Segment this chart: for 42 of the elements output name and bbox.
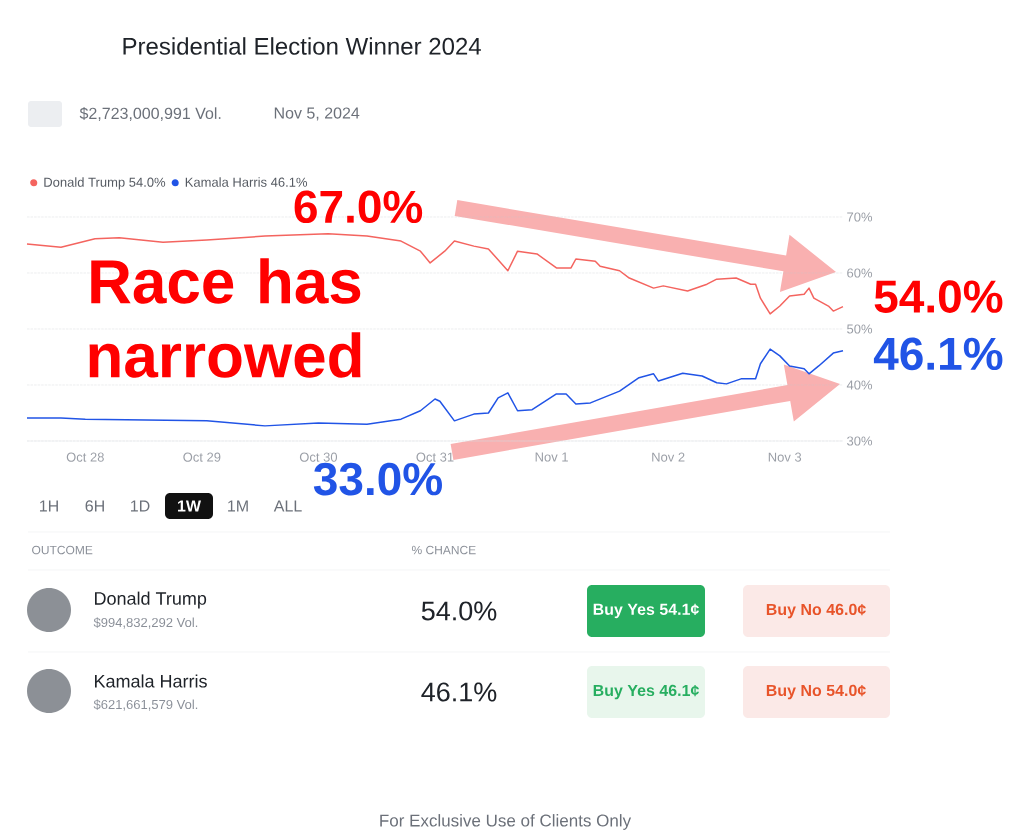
annotation: 54.0% [874,280,1003,313]
x-tick-label: Nov 2 [652,452,685,462]
y-tick-label: 60% [847,268,873,278]
y-tick-label: 30% [847,436,873,446]
text: 46.1% [421,682,497,702]
x-tick-label: Oct 30 [299,452,338,462]
text: 1M [228,500,248,512]
text: Buy No 46.0¢ [766,603,866,619]
legend-label: Kamala Harris 46.1% [185,177,308,187]
y-tick-label: 70% [847,212,873,222]
x-tick-label: Oct 31 [416,452,454,462]
text: Kamala Harris [95,674,207,688]
text: 54.0% [421,601,497,621]
text: 1H [39,500,58,512]
annotation: 46.1% [873,337,1003,371]
x-tick-label: Oct 29 [183,452,221,462]
legend-label: Donald Trump 54.0% [44,177,166,190]
text: 1W [178,500,201,512]
text: Buy No 54.0¢ [766,684,866,700]
text: Buy Yes 46.1¢ [593,684,699,700]
text: Nov 5, 2024 [274,107,360,121]
line-series [26,233,844,315]
text: For Exclusive Use of Clients Only [380,814,632,830]
x-tick-label: Oct 28 [66,452,104,462]
text: Donald Trump [95,591,207,609]
text: Buy Yes 54.1¢ [593,603,699,619]
text: OUTCOME [32,545,93,555]
text: $2,723,000,991 Vol. [79,107,221,121]
text: % CHANCE [411,545,476,555]
x-tick-label: Nov 1 [535,452,568,462]
x-tick-label: Nov 3 [768,452,802,462]
y-tick-label: 50% [847,324,873,334]
text: ALL [273,500,302,512]
y-tick-label: 40% [846,380,873,390]
chart-title: Presidential Election Winner 2024 [123,37,481,55]
annotation: 33.0% [313,462,442,496]
text: 6H [85,500,104,512]
annotation: Race has narrowed [89,258,361,378]
text: $621,661,579 Vol. [93,699,198,711]
annotation: 67.0% [294,190,423,224]
text: $994,832,292 Vol. [93,617,198,629]
text: 1D [130,500,150,512]
